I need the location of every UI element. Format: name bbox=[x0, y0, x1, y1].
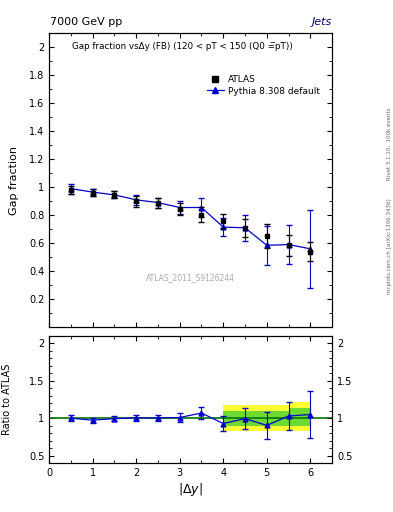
Text: 7000 GeV pp: 7000 GeV pp bbox=[50, 16, 123, 27]
Y-axis label: Gap fraction: Gap fraction bbox=[9, 146, 19, 215]
Bar bbox=[245, 406, 267, 431]
Text: mcplots.cern.ch [arXiv:1306.3436]: mcplots.cern.ch [arXiv:1306.3436] bbox=[387, 198, 392, 293]
Legend: ATLAS, Pythia 8.308 default: ATLAS, Pythia 8.308 default bbox=[206, 73, 322, 97]
X-axis label: $|\Delta y|$: $|\Delta y|$ bbox=[178, 481, 203, 498]
Text: Gap fraction vsΔy (FB) (120 < pT < 150 (Q0 =̅pT̅)): Gap fraction vsΔy (FB) (120 < pT < 150 (… bbox=[72, 42, 293, 51]
Bar bbox=[245, 411, 267, 426]
Bar bbox=[267, 411, 288, 426]
Bar bbox=[267, 406, 288, 431]
Text: Rivet 3.1.10,  100k events: Rivet 3.1.10, 100k events bbox=[387, 107, 392, 180]
Bar bbox=[223, 411, 245, 426]
Bar bbox=[288, 409, 310, 426]
Bar bbox=[288, 402, 310, 431]
Y-axis label: Ratio to ATLAS: Ratio to ATLAS bbox=[2, 364, 12, 435]
Text: ATLAS_2011_S9126244: ATLAS_2011_S9126244 bbox=[146, 273, 235, 282]
Bar bbox=[223, 406, 245, 431]
Text: Jets: Jets bbox=[312, 16, 332, 27]
